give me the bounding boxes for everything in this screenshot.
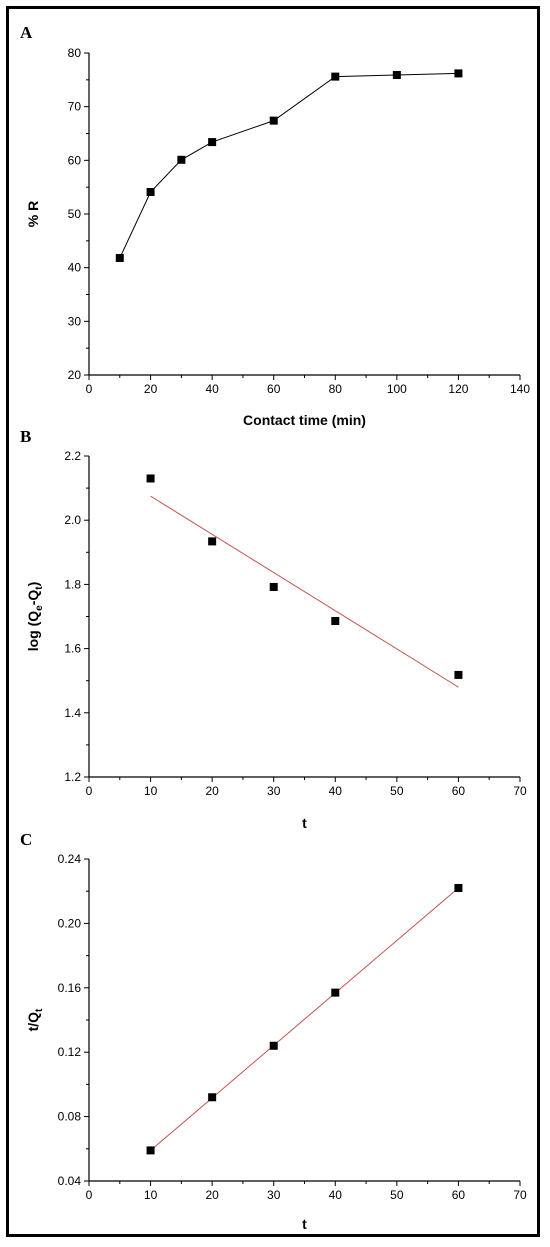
x-tick-label: 70 [513, 784, 527, 798]
x-tick-label: 10 [144, 784, 158, 798]
y-tick-label: 70 [68, 100, 82, 114]
x-tick-label: 50 [390, 784, 404, 798]
x-tick-label: 40 [329, 1188, 343, 1202]
x-tick-label: 20 [205, 784, 219, 798]
data-point [269, 582, 278, 591]
x-tick-label: 100 [387, 382, 407, 396]
y-axis-label-part: -Q [25, 590, 41, 606]
x-axis-label: Contact time (min) [243, 412, 366, 428]
panel-letter: C [20, 830, 32, 849]
x-axis-label: t [302, 815, 307, 831]
series-line [119, 72, 459, 259]
x-tick-label: 40 [205, 382, 219, 396]
y-tick-label: 80 [68, 46, 82, 60]
y-axis-label: % R [25, 201, 41, 227]
panel-letter: B [20, 427, 31, 446]
y-tick-label: 1.6 [64, 642, 81, 656]
data-point [177, 155, 186, 164]
data-point [454, 883, 463, 892]
x-tick-label: 50 [390, 1188, 404, 1202]
y-tick-label: 2.0 [64, 513, 81, 527]
x-tick-label: 140 [510, 382, 530, 396]
data-point [146, 187, 155, 196]
y-tick-label: 2.2 [64, 449, 81, 463]
x-tick-label: 70 [513, 1188, 527, 1202]
x-tick-label: 60 [267, 382, 281, 396]
x-axis-label: t [302, 1216, 307, 1232]
y-tick-label: 20 [68, 368, 82, 382]
data-point [269, 116, 278, 125]
y-tick-label: 30 [68, 314, 82, 328]
x-tick-label: 30 [267, 1188, 281, 1202]
x-tick-label: 0 [86, 784, 93, 798]
y-tick-label: 1.4 [64, 706, 81, 720]
y-axis-label-part: log (Q [25, 611, 41, 652]
y-axis-label-subscript: e [34, 605, 45, 611]
data-point [331, 988, 340, 997]
x-tick-label: 120 [448, 382, 468, 396]
x-tick-label: 20 [205, 1188, 219, 1202]
y-tick-label: 1.8 [64, 577, 81, 591]
panel-letter: A [20, 23, 33, 42]
x-tick-label: 0 [86, 382, 93, 396]
chart-panel-a: A 0 20 40 60 80 100 120 140 20 30 40 50 60 70 80 Contact… [20, 23, 530, 428]
y-tick-label: 0.12 [58, 1045, 82, 1059]
data-point [331, 616, 340, 625]
x-tick-label: 20 [144, 382, 158, 396]
y-tick-label: 0.16 [58, 981, 82, 995]
y-tick-label: 0.04 [58, 1174, 82, 1188]
y-tick-label: 1.2 [64, 770, 81, 784]
x-tick-label: 0 [86, 1188, 93, 1202]
data-point [115, 254, 124, 263]
y-tick-label: 50 [68, 207, 82, 221]
chart-panel-c: C 0 10 20 30 40 50 60 70 0.04 0.08 0.12 0.16 0.20 0.24… [20, 830, 527, 1232]
figure-frame [6, 6, 540, 1237]
y-tick-label: 0.20 [58, 916, 82, 930]
x-tick-label: 40 [329, 784, 343, 798]
x-tick-label: 80 [329, 382, 343, 396]
x-tick-label: 30 [267, 784, 281, 798]
data-point [208, 1093, 217, 1102]
x-tick-label: 60 [452, 1188, 466, 1202]
data-point [269, 1041, 278, 1050]
y-tick-label: 40 [68, 261, 82, 275]
y-axis-label-subscript: t [34, 1008, 45, 1012]
data-point [146, 1146, 155, 1155]
y-axis-label-part: t/Q [25, 1012, 41, 1032]
y-tick-label: 0.08 [58, 1110, 82, 1124]
data-point [208, 138, 217, 147]
fit-line [150, 887, 459, 1151]
data-point [454, 69, 463, 78]
data-point [146, 474, 155, 483]
y-axis-label-subscript: t [34, 586, 45, 590]
y-tick-label: 0.24 [58, 852, 82, 866]
data-point [331, 72, 340, 81]
y-axis-label: t/Qt [25, 1008, 45, 1031]
data-point [392, 71, 401, 80]
y-axis-label-part: ) [25, 582, 41, 587]
data-point [208, 537, 217, 546]
x-tick-label: 10 [144, 1188, 158, 1202]
fit-line [150, 495, 459, 688]
x-tick-label: 60 [452, 784, 466, 798]
y-tick-label: 60 [68, 153, 82, 167]
data-point [454, 670, 463, 679]
y-axis-label: log (Qe-Qt) [25, 582, 45, 652]
